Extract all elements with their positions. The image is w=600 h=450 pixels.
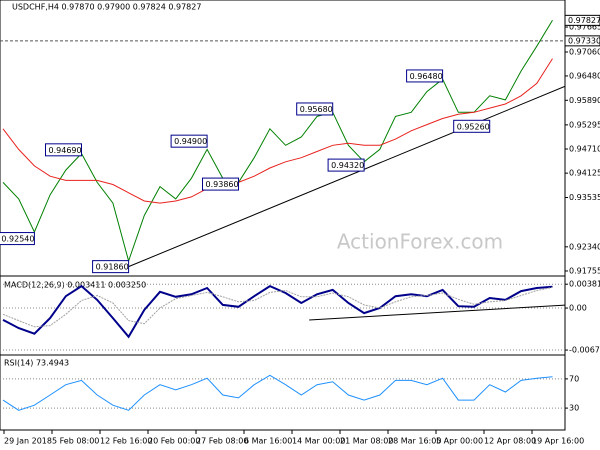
rsi-title: RSI(14) 73.4943 [4,359,69,368]
x-tick-label: 27 Feb 08:00 [196,437,248,446]
level-tag-bg [564,35,600,47]
panel: 0.92540 0.94690 0.91860 0.94900 0.93860 0.956… [0,19,565,274]
x-tick-label: 5 Feb 08:00 [52,437,99,446]
x-tick-label: 29 Jan 2018 [4,437,52,446]
price-label: 0.94900 [174,137,207,146]
y-tick-label: 0.003811 [569,280,600,289]
price-label: 0.94690 [49,146,82,155]
price-label: 0.94320 [331,161,364,170]
price-label-box [0,232,35,246]
y-tick-label: -0.006711 [569,346,600,355]
y-tick-label: 0.97665 [569,23,600,32]
x-tick-label: 20 Feb 00:00 [148,437,200,446]
x-tick-label: 19 Apr 16:00 [532,437,584,446]
x-tick-label: 12 Feb 16:00 [100,437,152,446]
x-tick-label: 14 Mar 00:00 [292,437,345,446]
y-tick-label: 0.91755 [569,266,600,275]
current-tag: 0.97827 [568,16,600,25]
price-title: USDCHF,H4 0.97870 0.97900 0.97824 0.9782… [12,3,201,12]
panel [0,283,565,351]
series-line [2,284,553,339]
macd-title: MACD(12,26,9) 0.003411 0.003250 [4,281,146,290]
price-label-box [453,119,491,133]
plot-frame [0,0,566,431]
price-label-box [406,69,444,83]
price-label-box [296,102,334,116]
y-tick-label: 0.96480 [569,71,600,80]
price-label: 0.95680 [300,105,333,114]
price-label: 0.91860 [96,263,129,272]
level-tag: 0.97330 [568,36,600,45]
price-label-box [92,260,130,274]
series-line [2,286,553,328]
y-tick-label: 0.00 [569,304,587,313]
panel [0,374,565,411]
y-tick-label: 0.95890 [569,96,600,105]
price-label: 0.96480 [410,72,443,81]
price-label: 0.93860 [206,180,239,189]
y-tick-label: 0.94710 [569,145,600,154]
x-tick-label: 28 Mar 16:00 [388,437,441,446]
y-tick-label: 0.94125 [569,169,600,178]
price-label-box [202,177,239,191]
price-label: 0.95260 [457,122,490,131]
x-tick-label: 5 Apr 00:00 [436,437,483,446]
price-label-box [45,143,82,157]
y-tick-label: 0.93535 [569,193,600,202]
y-tick-label: 70 [569,374,579,383]
watermark: ActionForex.com [337,230,503,254]
y-tick-label: 0.95295 [569,120,600,129]
price-label: 0.92540 [1,235,34,244]
y-tick-label: 0.92340 [569,242,600,251]
y-tick-label: 30 [569,404,579,413]
x-tick-label: 6 Mar 16:00 [244,437,292,446]
y-tick-label: 0.97060 [569,48,600,57]
series-line [2,58,553,204]
trendline [309,304,565,321]
trendline [128,85,565,268]
price-label-box [327,158,365,172]
x-tick-label: 12 Apr 08:00 [484,437,536,446]
series-line [2,19,553,263]
price-label-box [170,134,208,148]
current-tag-bg [564,14,600,26]
x-tick-label: 21 Mar 08:00 [340,437,393,446]
series-line [2,374,553,411]
